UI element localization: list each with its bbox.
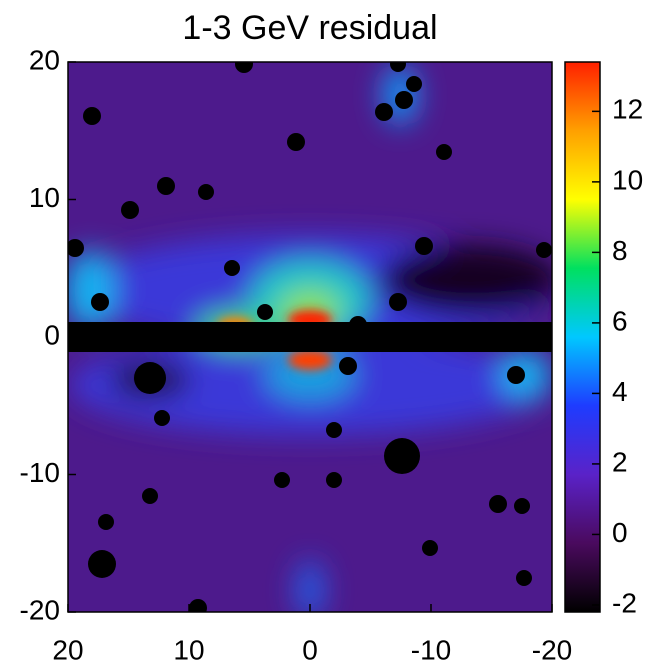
residual-map <box>68 62 552 612</box>
x-tick-label: -10 <box>411 634 451 660</box>
chart-title: 1-3 GeV residual <box>182 9 437 47</box>
colorbar-tick-label: 4 <box>612 376 628 407</box>
x-tick-label: 20 <box>52 634 83 660</box>
colorbar <box>564 61 601 613</box>
x-tick-label: 0 <box>302 634 318 660</box>
colorbar-tick-label: 6 <box>612 305 628 336</box>
y-tick-label: 20 <box>29 44 60 75</box>
y-tick-label: 10 <box>29 182 60 213</box>
colorbar-tick-label: 10 <box>612 164 643 195</box>
x-tick-label: 10 <box>173 634 204 660</box>
colorbar-tick-label: 8 <box>612 235 628 266</box>
colorbar-tick-label: 0 <box>612 517 628 548</box>
y-tick-label: 0 <box>44 319 60 350</box>
y-tick-label: -10 <box>20 457 60 488</box>
y-tick-label: -20 <box>20 594 60 625</box>
colorbar-tick-label: -2 <box>612 587 637 618</box>
x-tick-label: -20 <box>532 634 572 660</box>
colorbar-tick-label: 12 <box>612 94 643 125</box>
colorbar-tick-label: 2 <box>612 446 628 477</box>
